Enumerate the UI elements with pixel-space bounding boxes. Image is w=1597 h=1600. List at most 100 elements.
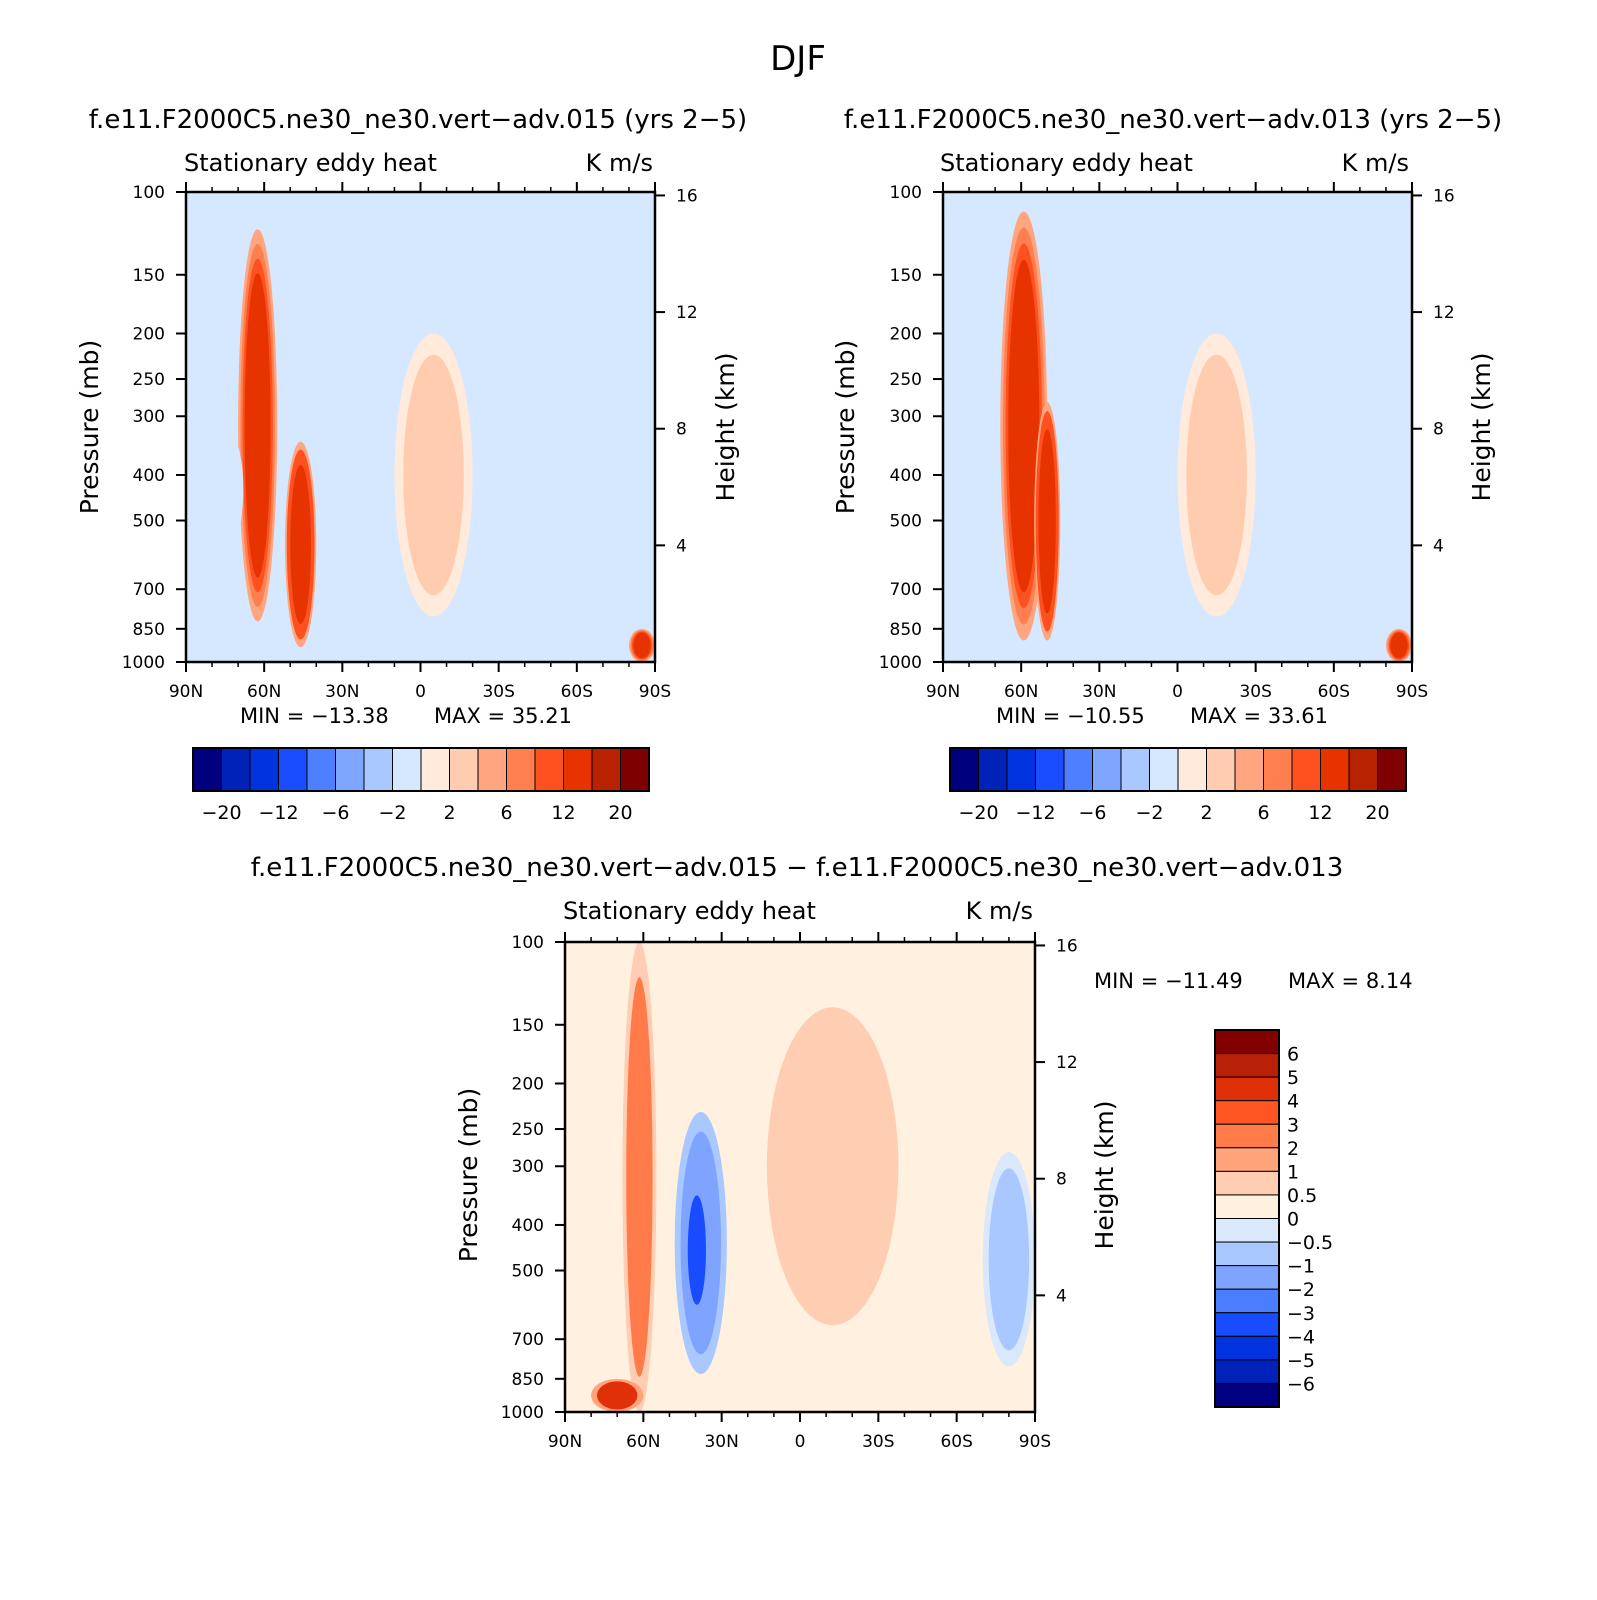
y-tick-label: 200 bbox=[512, 1074, 544, 1094]
panel-1-ylabel: Pressure (mb) bbox=[75, 340, 104, 514]
colorbar-box bbox=[392, 747, 422, 792]
colorbar-label: −1 bbox=[1287, 1256, 1315, 1278]
contour-feature bbox=[988, 1168, 1030, 1351]
colorbar-label: 2 bbox=[443, 802, 455, 824]
y-tick-label: 850 bbox=[890, 620, 922, 640]
panel-2-units: K m/s bbox=[1342, 149, 1409, 177]
colorbar-box bbox=[1063, 747, 1093, 792]
panel-2-plot: 90N 60N 30N 0 30S 60S 90S 100 150 200 250 300 400 500… bbox=[823, 182, 1455, 702]
colorbar-box bbox=[1214, 1335, 1280, 1361]
y-tick-label: 300 bbox=[890, 407, 922, 427]
panel-2-colorbar: −20 −12 −6 −2 2 6 12 20 bbox=[949, 747, 1407, 824]
contour-feature bbox=[687, 1195, 706, 1305]
y2-tick-label: 8 bbox=[1056, 1170, 1067, 1190]
colorbar-label: 2 bbox=[1200, 802, 1212, 824]
y-tick-label: 700 bbox=[890, 580, 922, 600]
y-tick-label: 200 bbox=[890, 324, 922, 344]
colorbar-label: −6 bbox=[321, 802, 349, 824]
x-tick-label: 30S bbox=[862, 1432, 894, 1452]
contour-feature bbox=[766, 1007, 899, 1326]
colorbar-box bbox=[192, 747, 222, 792]
panel-1-plot: 90N 60N 30N 0 30S 60S 90S 100 150 200 250 300 400 500… bbox=[66, 182, 698, 702]
contour-feature bbox=[290, 464, 312, 625]
contour-feature bbox=[596, 1381, 638, 1410]
colorbar-box bbox=[1149, 747, 1179, 792]
colorbar-frame bbox=[1214, 1029, 1280, 1408]
y-tick-label: 400 bbox=[512, 1216, 544, 1236]
colorbar-label: −2 bbox=[1135, 802, 1163, 824]
y-tick-label: 1000 bbox=[122, 653, 165, 673]
y-tick-label: 200 bbox=[133, 324, 165, 344]
contour-feature bbox=[972, 394, 997, 574]
colorbar-frame bbox=[949, 747, 1407, 792]
contour-feature bbox=[626, 977, 653, 1377]
colorbar-box bbox=[949, 747, 979, 792]
colorbar-box bbox=[278, 747, 308, 792]
y-tick-label: 500 bbox=[133, 512, 165, 532]
colorbar-label: 20 bbox=[608, 802, 632, 824]
y-tick-label: 700 bbox=[133, 580, 165, 600]
x-tick-label: 0 bbox=[1172, 682, 1183, 702]
colorbar-box bbox=[335, 747, 365, 792]
y-tick-label: 300 bbox=[133, 407, 165, 427]
y-tick-label: 150 bbox=[512, 1016, 544, 1036]
panel-2-ylabel2: Height (km) bbox=[1467, 353, 1496, 502]
figure-title: DJF bbox=[770, 39, 826, 79]
contour-feature bbox=[1390, 632, 1408, 659]
colorbar-box bbox=[477, 747, 507, 792]
panel-1-title: f.e11.F2000C5.ne30_ne30.vert−adv.015 (yr… bbox=[89, 105, 747, 135]
panel-2: f.e11.F2000C5.ne30_ne30.vert−adv.013 (yr… bbox=[823, 105, 1502, 824]
colorbar-label: 6 bbox=[500, 802, 512, 824]
y2-tick-label: 8 bbox=[1433, 420, 1444, 440]
y2-tick-label: 4 bbox=[1433, 536, 1444, 556]
panel-2-ylabel: Pressure (mb) bbox=[831, 340, 860, 514]
colorbar-box bbox=[1214, 1029, 1280, 1055]
x-tick-label: 0 bbox=[795, 1432, 806, 1452]
colorbar-box bbox=[449, 747, 479, 792]
colorbar-label: −3 bbox=[1287, 1303, 1315, 1325]
panel-2-left-label: Stationary eddy heat bbox=[940, 149, 1193, 177]
colorbar-box bbox=[1206, 747, 1236, 792]
panel-3: f.e11.F2000C5.ne30_ne30.vert−adv.015 − f… bbox=[251, 853, 1413, 1452]
colorbar-box bbox=[1214, 1053, 1280, 1078]
y-tick-label: 500 bbox=[512, 1262, 544, 1282]
y2-tick-label: 16 bbox=[1433, 186, 1455, 206]
y2-tick-label: 4 bbox=[1056, 1286, 1067, 1306]
y2-tick-label: 8 bbox=[676, 420, 687, 440]
x-tick-label: 60N bbox=[247, 682, 281, 702]
colorbar-box bbox=[563, 747, 593, 792]
colorbar-label: 0 bbox=[1287, 1209, 1299, 1231]
colorbar-box bbox=[534, 747, 564, 792]
panel-2-title: f.e11.F2000C5.ne30_ne30.vert−adv.013 (yr… bbox=[844, 105, 1502, 135]
panel-1-left-label: Stationary eddy heat bbox=[184, 149, 437, 177]
panel-3-max: MAX = 8.14 bbox=[1288, 969, 1413, 993]
y-tick-label: 100 bbox=[512, 933, 544, 953]
colorbar-label: 6 bbox=[1287, 1044, 1299, 1066]
colorbar-label: −6 bbox=[1078, 802, 1106, 824]
x-tick-label: 0 bbox=[415, 682, 426, 702]
x-tick-label: 60N bbox=[1004, 682, 1038, 702]
colorbar-label: −5 bbox=[1287, 1350, 1315, 1372]
contour-feature bbox=[1186, 354, 1247, 596]
x-tick-label: 60S bbox=[561, 682, 593, 702]
panel-1-ylabel2: Height (km) bbox=[711, 353, 740, 502]
colorbar-box bbox=[1120, 747, 1150, 792]
colorbar-box bbox=[978, 747, 1008, 792]
colorbar-frame bbox=[192, 747, 650, 792]
x-tick-label: 60S bbox=[940, 1432, 972, 1452]
x-tick-label: 60S bbox=[1318, 682, 1350, 702]
panel-3-units: K m/s bbox=[966, 897, 1033, 925]
panel-1-colorbar: −20 −12 −6 −2 2 6 12 20 bbox=[192, 747, 650, 824]
panel-1: f.e11.F2000C5.ne30_ne30.vert−adv.015 (yr… bbox=[66, 105, 747, 824]
x-tick-label: 60N bbox=[626, 1432, 660, 1452]
colorbar-box bbox=[1263, 747, 1293, 792]
y-tick-label: 250 bbox=[133, 370, 165, 390]
y-tick-label: 850 bbox=[512, 1370, 544, 1390]
x-tick-label: 30N bbox=[704, 1432, 738, 1452]
y-tick-label: 250 bbox=[512, 1120, 544, 1140]
colorbar-box bbox=[1214, 1147, 1280, 1172]
y2-tick-label: 4 bbox=[676, 536, 687, 556]
x-tick-label: 90N bbox=[926, 682, 960, 702]
y-tick-label: 150 bbox=[133, 266, 165, 286]
